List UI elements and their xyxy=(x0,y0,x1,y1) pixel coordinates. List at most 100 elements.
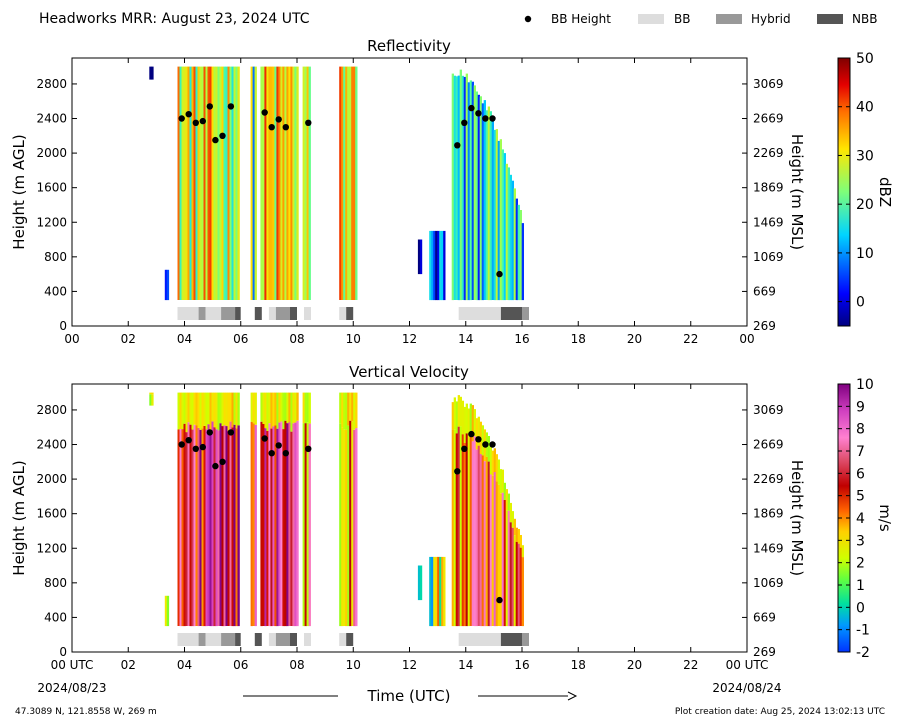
precip-column xyxy=(151,66,154,80)
bb-height-point xyxy=(212,462,219,470)
precip-column xyxy=(495,129,498,301)
y-tick-label: 1200 xyxy=(36,215,67,229)
precip-column xyxy=(439,230,442,301)
precip-column xyxy=(207,424,210,626)
reflectivity-plot-area xyxy=(149,66,529,320)
precip-column xyxy=(201,428,204,627)
precip-band xyxy=(260,66,299,300)
legend-label: BB xyxy=(674,12,690,26)
precip-column xyxy=(209,392,212,430)
precip-column xyxy=(345,66,348,300)
precip-column xyxy=(308,392,311,424)
precip-column xyxy=(191,429,194,627)
precip-column xyxy=(349,392,352,421)
precip-column xyxy=(260,421,263,627)
colorbar-tick-label: 8 xyxy=(856,422,865,438)
x-tick-label: 00 UTC xyxy=(726,658,769,672)
x-tick-label: 08 xyxy=(289,658,304,672)
precip-column xyxy=(294,422,297,627)
bb-height-point xyxy=(178,115,185,122)
precip-column xyxy=(417,565,421,601)
precip-column xyxy=(288,66,291,300)
precip-column xyxy=(197,392,200,428)
precip-column xyxy=(252,423,255,626)
rain-type-segment xyxy=(346,307,354,320)
precip-column xyxy=(286,392,289,424)
precip-column xyxy=(250,66,253,300)
creation-date: Plot creation date: Aug 25, 2024 13:02:1… xyxy=(675,707,885,717)
precip-column xyxy=(467,82,470,301)
precip-column xyxy=(205,66,208,300)
precip-column xyxy=(463,443,466,627)
precip-column xyxy=(284,66,287,300)
rain-type-segment xyxy=(339,307,347,320)
x-tick-label: 06 xyxy=(233,332,248,346)
precip-column xyxy=(195,66,198,300)
precip-column xyxy=(237,66,240,300)
precip-column xyxy=(457,426,460,627)
x-tick-label: 22 xyxy=(683,658,698,672)
precip-column xyxy=(151,392,154,395)
precip-band xyxy=(164,269,170,301)
precip-column xyxy=(266,66,269,300)
precip-column xyxy=(489,111,492,301)
bb-height-point xyxy=(212,136,219,144)
precip-column xyxy=(431,230,434,301)
precip-column xyxy=(455,76,458,300)
precip-column xyxy=(262,66,265,300)
precip-column xyxy=(286,66,289,300)
precip-column xyxy=(349,66,352,300)
precip-column xyxy=(219,423,222,626)
legend-swatch xyxy=(638,14,664,24)
legend-swatch xyxy=(817,14,843,24)
precip-column xyxy=(429,556,432,627)
precip-column xyxy=(441,556,444,627)
precip-column xyxy=(231,392,234,428)
precip-column xyxy=(463,76,466,301)
precip-column xyxy=(219,66,222,300)
bb-height-point xyxy=(482,115,489,122)
precip-column xyxy=(483,100,486,300)
rain-type-segment xyxy=(500,307,522,320)
precip-column xyxy=(225,392,228,427)
precip-column xyxy=(463,406,466,443)
precip-column xyxy=(290,392,293,432)
precip-column xyxy=(213,66,216,300)
bb-height-point xyxy=(192,119,199,127)
precip-column xyxy=(211,392,214,422)
precip-column xyxy=(509,522,512,627)
bb-height-point xyxy=(454,142,461,149)
legend-label: BB Height xyxy=(551,12,611,26)
precip-column xyxy=(353,392,356,430)
rain-type-segment xyxy=(268,307,276,320)
precip-column xyxy=(290,66,293,300)
precip-column xyxy=(475,449,478,627)
bb-height-point xyxy=(496,270,503,278)
precip-column xyxy=(501,149,504,301)
x-tick-label: 14 xyxy=(458,658,473,672)
precip-column xyxy=(341,392,344,428)
y-axis-label-right: Height (m MSL) xyxy=(788,134,806,250)
y-tick-label: 2400 xyxy=(36,112,67,126)
precip-column xyxy=(351,392,354,422)
y-tick-label-right: 1869 xyxy=(753,507,784,521)
rain-type-segment xyxy=(346,633,354,646)
precip-column xyxy=(419,239,423,275)
precip-column xyxy=(513,188,516,300)
colorbar-tick-label: 3 xyxy=(856,533,865,549)
precip-column xyxy=(181,392,184,429)
precip-column xyxy=(475,418,478,450)
precip-column xyxy=(489,444,492,475)
precip-column xyxy=(219,392,222,424)
axis-ticks: 00 02 04 06 08 10 12 14 16 18 20 22 0004008001200160… xyxy=(36,58,784,346)
precip-column xyxy=(439,556,442,627)
precip-column xyxy=(469,403,472,433)
precip-column xyxy=(250,392,253,422)
time-arrow-head xyxy=(567,691,578,701)
precip-column xyxy=(209,66,212,300)
precip-column xyxy=(282,66,285,300)
bb-height-point xyxy=(475,436,482,443)
precip-column xyxy=(483,461,486,627)
precip-column xyxy=(272,66,275,300)
rain-type-segment xyxy=(235,633,241,646)
